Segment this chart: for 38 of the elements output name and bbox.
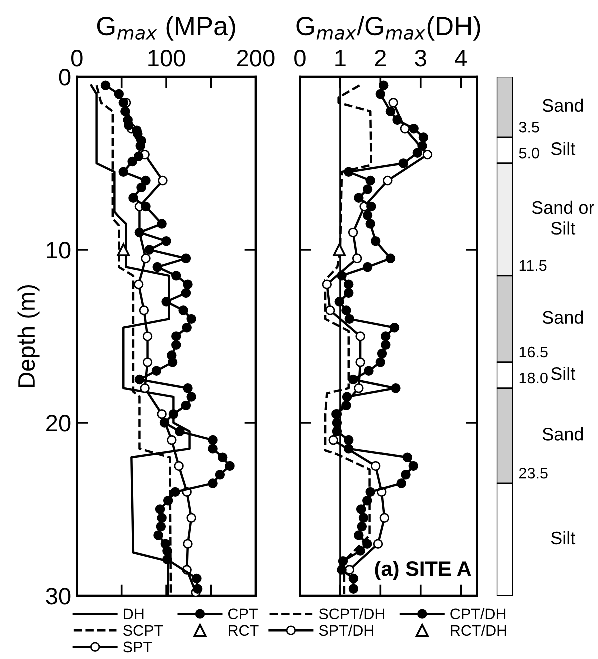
y-tick-label: 0 <box>59 69 71 86</box>
y-tick-label: 30 <box>46 588 71 605</box>
y-axis-title: Depth (m) <box>18 285 40 388</box>
legend-label: RCT <box>229 625 259 636</box>
x-tick-label: 2 <box>375 50 386 67</box>
legend-label: RCT/DH <box>451 624 506 636</box>
text: Silt <box>551 366 576 380</box>
text: 23.5 <box>520 468 548 479</box>
legend-label: SCPT <box>124 625 164 636</box>
text: Silt <box>551 142 576 156</box>
series-label: Sand <box>542 98 584 112</box>
x-tick-label: 0 <box>294 50 306 67</box>
x-axis-title: G$_{max}$/G$_{max}$(DH) <box>296 16 480 41</box>
y-tick-label: 10 <box>47 242 71 259</box>
text: 16.5 <box>520 346 548 358</box>
text: 5.0 <box>519 148 540 159</box>
x-tick-label: 0 <box>72 50 83 67</box>
text: Silt <box>551 531 576 545</box>
y-tick-label: 20 <box>46 415 71 432</box>
legend-label: CPT <box>228 608 258 620</box>
text: 11.5 <box>520 260 547 272</box>
legend-label: SPT/DH <box>319 624 374 636</box>
x-axis-title: G$_{max}$ (MPa) <box>97 16 236 41</box>
annotation: (a) SITE A <box>375 561 472 580</box>
text: 3.5 <box>519 122 540 133</box>
legend-label: DH <box>124 608 144 620</box>
x-tick-label: 200 <box>237 50 275 67</box>
legend-label: CPT/DH <box>450 608 506 620</box>
x-tick-label: 3 <box>415 50 426 67</box>
series-label: Sand <box>542 310 584 324</box>
x-tick-label: 100 <box>148 50 186 67</box>
text: 18.0 <box>520 372 548 384</box>
series-label: Sand or Silt <box>532 200 594 235</box>
series-label: SCPT/DH <box>319 608 384 620</box>
legend-label: SPT <box>124 642 152 653</box>
x-tick-label: 1 <box>336 50 346 67</box>
x-tick-label: 4 <box>455 50 467 67</box>
series-label: Sand <box>542 428 584 441</box>
